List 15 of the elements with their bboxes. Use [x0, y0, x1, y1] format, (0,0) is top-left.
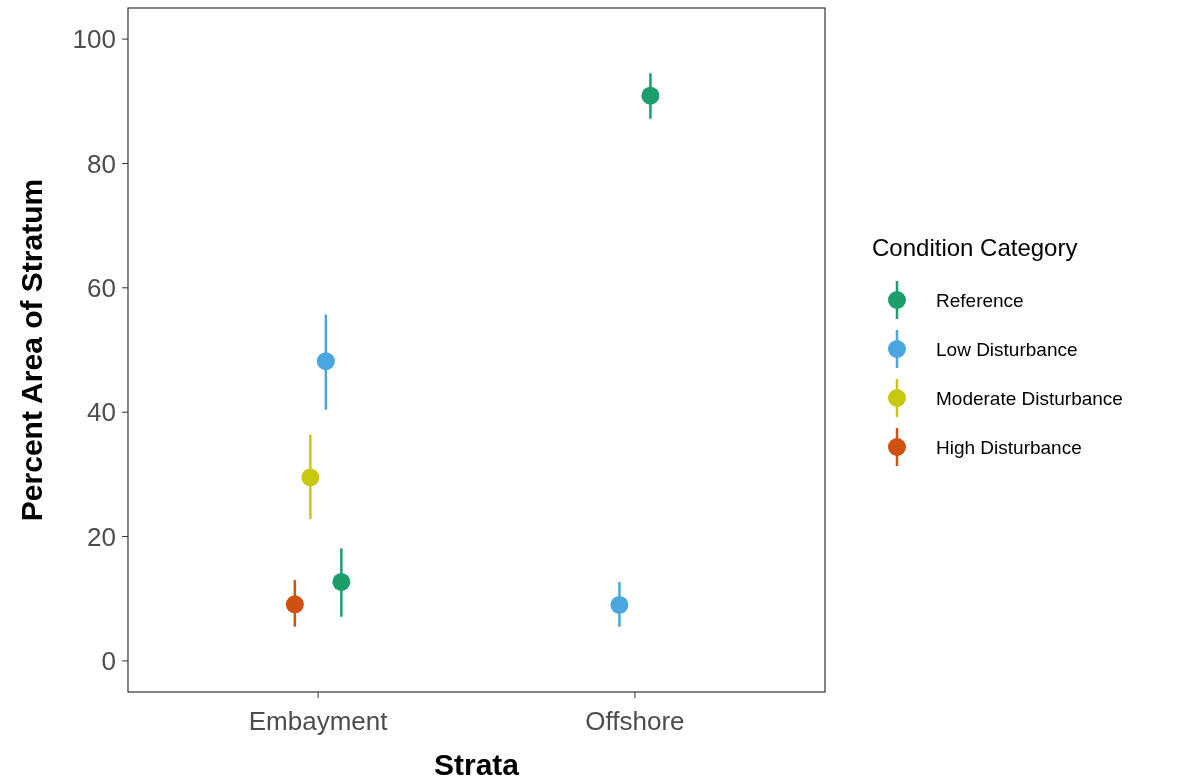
x-tick-label: Embayment — [248, 706, 389, 736]
y-tick-label: 100 — [72, 24, 116, 55]
y-tick-label: 60 — [87, 272, 116, 303]
legend-label: Moderate Disturbance — [936, 387, 1123, 409]
legend-title: Condition Category — [872, 234, 1078, 262]
legend-label: Reference — [936, 289, 1024, 311]
y-tick-label: 80 — [87, 148, 116, 179]
legend-label: High Disturbance — [936, 436, 1082, 458]
y-tick-label: 40 — [87, 397, 116, 428]
x-axis-title: Strata — [433, 748, 520, 781]
y-tick-label: 20 — [87, 521, 116, 552]
legend-label: Low Disturbance — [936, 338, 1078, 360]
y-tick-label: 0 — [101, 646, 116, 677]
y-axis-title: Percent Area of Stratum — [15, 178, 48, 522]
x-tick-label: Offshore — [585, 706, 685, 736]
